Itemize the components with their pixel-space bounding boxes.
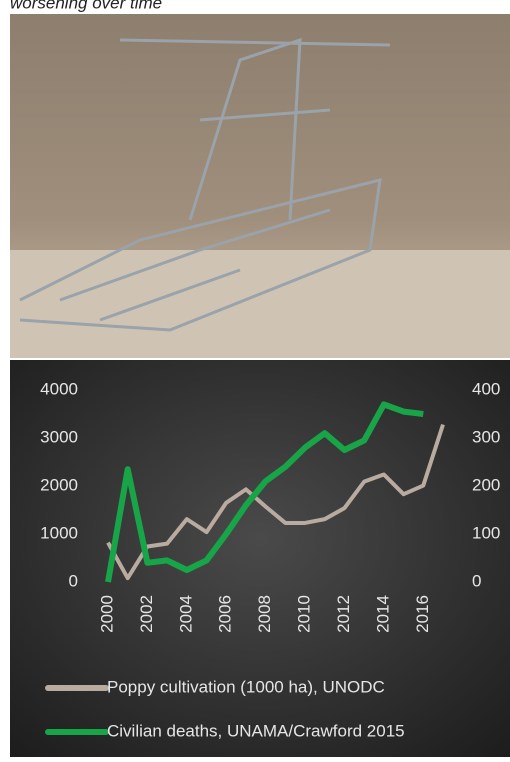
y2-tick-label: 0 <box>472 571 481 590</box>
series-line <box>105 401 424 583</box>
y-tick-label: 0 <box>69 571 78 590</box>
photo <box>10 14 510 358</box>
x-tick-label: 2014 <box>373 595 392 633</box>
y-tick-label: 3000 <box>40 427 78 446</box>
y-tick-label: 2000 <box>40 475 78 494</box>
y-tick-label: 4000 <box>40 379 78 398</box>
chart-background <box>10 360 510 757</box>
y2-tick-label: 100 <box>472 523 500 542</box>
x-tick-label: 2002 <box>137 595 156 633</box>
y2-tick-label: 300 <box>472 427 500 446</box>
x-tick-label: 2000 <box>97 595 116 633</box>
x-tick-label: 2016 <box>413 595 432 633</box>
x-tick-label: 2010 <box>295 595 314 633</box>
y2-tick-label: 400 <box>472 379 500 398</box>
x-tick-label: 2006 <box>216 595 235 633</box>
series-line <box>106 423 445 581</box>
legend-label: Civilian deaths, UNAMA/Crawford 2015 <box>107 721 405 740</box>
chart: 0 1000 2000 3000 4000 0 100 200 300 400 2000 2002 20… <box>40 379 500 740</box>
x-tick-label: 2004 <box>176 595 195 633</box>
y-tick-label: 1000 <box>40 523 78 542</box>
y2-tick-label: 200 <box>472 475 500 494</box>
x-tick-label: 2012 <box>334 595 353 633</box>
caption: worsening over time <box>10 0 162 12</box>
x-tick-label: 2008 <box>255 595 274 633</box>
legend-label: Poppy cultivation (1000 ha), UNODC <box>107 677 385 696</box>
